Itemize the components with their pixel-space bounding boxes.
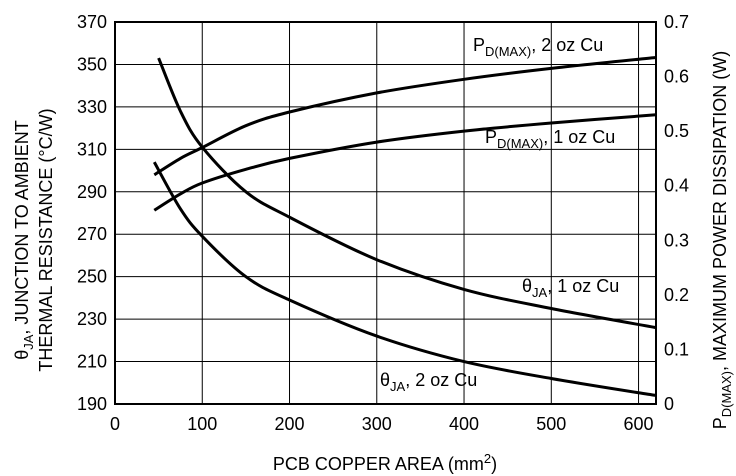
x-tick-label: 400 [449,414,479,434]
x-tick-label: 200 [274,414,304,434]
y-left-tick-label: 190 [77,394,107,414]
x-axis-label: PCB COPPER AREA (mm2) [273,451,497,474]
y-right-tick-label: 0.2 [664,285,689,305]
y-left-tick-label: 290 [77,182,107,202]
y-right-tick-label: 0.3 [664,230,689,250]
x-tick-label: 100 [187,414,217,434]
tick-labels: 0 100 200 300 400 500 600 190 210 230 250 270 290 310… [77,12,689,434]
series-group [152,56,657,397]
series-line-theta-2oz [152,161,657,397]
x-tick-label: 0 [110,414,120,434]
y-left-tick-label: 210 [77,352,107,372]
y-left-tick-label: 310 [77,139,107,159]
x-tick-label: 500 [536,414,566,434]
y-left-tick-label: 230 [77,309,107,329]
y-axis-left-label-line1: θJA, JUNCTION TO AMBIENT [12,120,36,360]
y-left-tick-label: 330 [77,97,107,117]
y-right-tick-label: 0.7 [664,12,689,32]
y-axis-left-label-line2: THERMAL RESISTANCE (°C/W) [36,108,56,371]
x-tick-label: 300 [362,414,392,434]
plot-border [114,21,657,405]
y-left-tick-label: 350 [77,54,107,74]
y-axis-left-label: θJA, JUNCTION TO AMBIENT THERMAL RESISTA… [12,108,56,371]
series-line-pd-1oz [153,113,657,212]
annotation-pd-2oz: PD(MAX), 2 oz Cu [473,35,603,59]
series-line-pd-2oz [153,56,657,177]
annotation-theta-1oz: θJA, 1 oz Cu [522,276,619,300]
y-left-tick-label: 270 [77,224,107,244]
y-left-tick-label: 250 [77,267,107,287]
y-right-tick-label: 0.4 [664,176,689,196]
y-axis-right-label-text: PD(MAX), MAXIMUM POWER DISSIPATION (W) [710,51,734,430]
y-right-tick-label: 0.6 [664,67,689,87]
plot-frame [114,21,657,405]
annotation-pd-1oz: PD(MAX), 1 oz Cu [485,127,615,151]
grid [115,22,656,404]
y-right-tick-label: 0.5 [664,121,689,141]
series-line-theta-1oz [157,57,657,330]
y-right-tick-label: 0.1 [664,339,689,359]
y-axis-right-label: PD(MAX), MAXIMUM POWER DISSIPATION (W) [710,51,734,430]
x-tick-label: 600 [624,414,654,434]
annotation-theta-2oz: θJA, 2 oz Cu [380,370,477,394]
y-left-tick-label: 370 [77,12,107,32]
y-right-tick-label: 0 [664,394,674,414]
